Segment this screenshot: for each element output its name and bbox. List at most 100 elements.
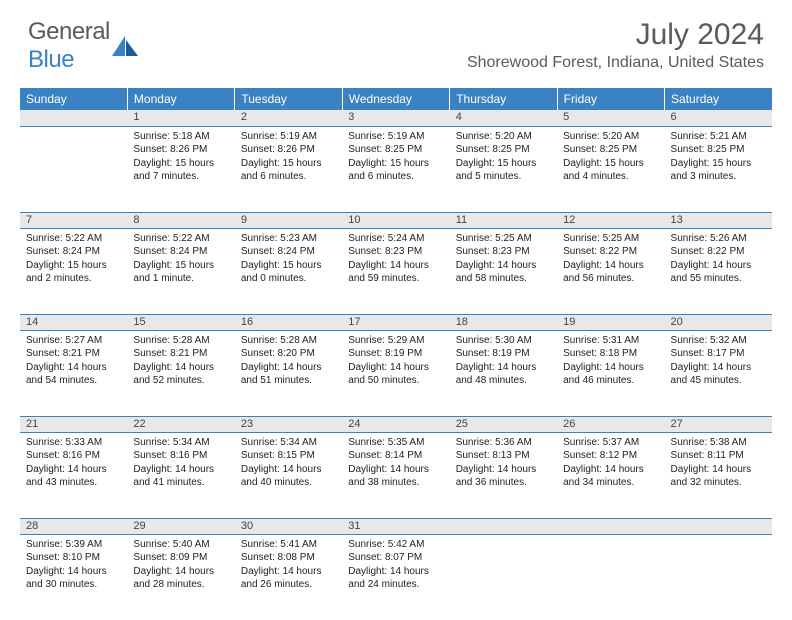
- sunrise-text: Sunrise: 5:31 AM: [563, 334, 658, 348]
- daylight-text: Daylight: 14 hours and 50 minutes.: [348, 361, 443, 388]
- sunrise-text: Sunrise: 5:38 AM: [671, 436, 766, 450]
- day-number: 24: [342, 416, 449, 432]
- day-number: 4: [450, 110, 557, 126]
- day-cell: [450, 534, 557, 620]
- sunrise-text: Sunrise: 5:32 AM: [671, 334, 766, 348]
- sunrise-text: Sunrise: 5:28 AM: [241, 334, 336, 348]
- day-number-row: 78910111213: [20, 212, 772, 228]
- day-number: 12: [557, 212, 664, 228]
- page-header: General Blue July 2024 Shorewood Forest,…: [0, 0, 792, 80]
- daylight-text: Daylight: 15 hours and 2 minutes.: [26, 259, 121, 286]
- daylight-text: Daylight: 14 hours and 54 minutes.: [26, 361, 121, 388]
- sunrise-text: Sunrise: 5:41 AM: [241, 538, 336, 552]
- sunrise-text: Sunrise: 5:22 AM: [133, 232, 228, 246]
- sunset-text: Sunset: 8:12 PM: [563, 449, 658, 463]
- day-number: 10: [342, 212, 449, 228]
- sunset-text: Sunset: 8:16 PM: [26, 449, 121, 463]
- sunrise-text: Sunrise: 5:30 AM: [456, 334, 551, 348]
- day-number: 29: [127, 518, 234, 534]
- day-content-row: Sunrise: 5:33 AMSunset: 8:16 PMDaylight:…: [20, 432, 772, 518]
- day-number: [20, 110, 127, 126]
- day-number: 15: [127, 314, 234, 330]
- day-number: 28: [20, 518, 127, 534]
- daylight-text: Daylight: 14 hours and 32 minutes.: [671, 463, 766, 490]
- sunrise-text: Sunrise: 5:27 AM: [26, 334, 121, 348]
- sunset-text: Sunset: 8:13 PM: [456, 449, 551, 463]
- sunset-text: Sunset: 8:15 PM: [241, 449, 336, 463]
- sunrise-text: Sunrise: 5:23 AM: [241, 232, 336, 246]
- daylight-text: Daylight: 14 hours and 40 minutes.: [241, 463, 336, 490]
- sunrise-text: Sunrise: 5:34 AM: [241, 436, 336, 450]
- day-cell: Sunrise: 5:23 AMSunset: 8:24 PMDaylight:…: [235, 228, 342, 314]
- day-number: 14: [20, 314, 127, 330]
- day-cell: Sunrise: 5:25 AMSunset: 8:23 PMDaylight:…: [450, 228, 557, 314]
- day-number-row: 14151617181920: [20, 314, 772, 330]
- day-cell: Sunrise: 5:29 AMSunset: 8:19 PMDaylight:…: [342, 330, 449, 416]
- day-cell: Sunrise: 5:22 AMSunset: 8:24 PMDaylight:…: [20, 228, 127, 314]
- day-cell: Sunrise: 5:22 AMSunset: 8:24 PMDaylight:…: [127, 228, 234, 314]
- sunrise-text: Sunrise: 5:36 AM: [456, 436, 551, 450]
- day-cell: Sunrise: 5:19 AMSunset: 8:25 PMDaylight:…: [342, 126, 449, 212]
- day-number: 21: [20, 416, 127, 432]
- sunrise-text: Sunrise: 5:35 AM: [348, 436, 443, 450]
- daylight-text: Daylight: 15 hours and 1 minute.: [133, 259, 228, 286]
- day-header: Friday: [557, 88, 664, 110]
- sunset-text: Sunset: 8:21 PM: [133, 347, 228, 361]
- daylight-text: Daylight: 14 hours and 30 minutes.: [26, 565, 121, 592]
- day-content-row: Sunrise: 5:22 AMSunset: 8:24 PMDaylight:…: [20, 228, 772, 314]
- day-cell: Sunrise: 5:32 AMSunset: 8:17 PMDaylight:…: [665, 330, 772, 416]
- daylight-text: Daylight: 15 hours and 3 minutes.: [671, 157, 766, 184]
- day-number: 22: [127, 416, 234, 432]
- sunset-text: Sunset: 8:09 PM: [133, 551, 228, 565]
- title-block: July 2024 Shorewood Forest, Indiana, Uni…: [467, 18, 764, 72]
- sunrise-text: Sunrise: 5:28 AM: [133, 334, 228, 348]
- daylight-text: Daylight: 14 hours and 38 minutes.: [348, 463, 443, 490]
- sunrise-text: Sunrise: 5:26 AM: [671, 232, 766, 246]
- day-cell: Sunrise: 5:31 AMSunset: 8:18 PMDaylight:…: [557, 330, 664, 416]
- sunset-text: Sunset: 8:08 PM: [241, 551, 336, 565]
- day-number: 30: [235, 518, 342, 534]
- day-content-row: Sunrise: 5:18 AMSunset: 8:26 PMDaylight:…: [20, 126, 772, 212]
- day-header-row: Sunday Monday Tuesday Wednesday Thursday…: [20, 88, 772, 110]
- logo-text: General Blue: [28, 18, 110, 74]
- calendar-body: 123456Sunrise: 5:18 AMSunset: 8:26 PMDay…: [20, 110, 772, 620]
- location-subtitle: Shorewood Forest, Indiana, United States: [467, 54, 764, 72]
- sunrise-text: Sunrise: 5:25 AM: [456, 232, 551, 246]
- daylight-text: Daylight: 14 hours and 55 minutes.: [671, 259, 766, 286]
- sunrise-text: Sunrise: 5:37 AM: [563, 436, 658, 450]
- day-number: 5: [557, 110, 664, 126]
- sunset-text: Sunset: 8:25 PM: [348, 143, 443, 157]
- daylight-text: Daylight: 15 hours and 0 minutes.: [241, 259, 336, 286]
- day-number: 31: [342, 518, 449, 534]
- day-number: 11: [450, 212, 557, 228]
- day-header: Sunday: [20, 88, 127, 110]
- day-number: 27: [665, 416, 772, 432]
- day-cell: Sunrise: 5:36 AMSunset: 8:13 PMDaylight:…: [450, 432, 557, 518]
- day-number: 16: [235, 314, 342, 330]
- sail-icon: [112, 36, 138, 56]
- day-cell: Sunrise: 5:24 AMSunset: 8:23 PMDaylight:…: [342, 228, 449, 314]
- day-number: 25: [450, 416, 557, 432]
- day-number: 3: [342, 110, 449, 126]
- logo-text-blue: Blue: [28, 46, 74, 73]
- day-cell: Sunrise: 5:34 AMSunset: 8:15 PMDaylight:…: [235, 432, 342, 518]
- sunset-text: Sunset: 8:26 PM: [241, 143, 336, 157]
- day-number-row: 28293031: [20, 518, 772, 534]
- sunrise-text: Sunrise: 5:29 AM: [348, 334, 443, 348]
- day-number: 7: [20, 212, 127, 228]
- sunrise-text: Sunrise: 5:19 AM: [241, 130, 336, 144]
- sunrise-text: Sunrise: 5:24 AM: [348, 232, 443, 246]
- sunset-text: Sunset: 8:20 PM: [241, 347, 336, 361]
- daylight-text: Daylight: 15 hours and 5 minutes.: [456, 157, 551, 184]
- day-cell: Sunrise: 5:41 AMSunset: 8:08 PMDaylight:…: [235, 534, 342, 620]
- sunset-text: Sunset: 8:17 PM: [671, 347, 766, 361]
- day-cell: Sunrise: 5:33 AMSunset: 8:16 PMDaylight:…: [20, 432, 127, 518]
- day-number: 17: [342, 314, 449, 330]
- sunrise-text: Sunrise: 5:20 AM: [563, 130, 658, 144]
- day-header: Tuesday: [235, 88, 342, 110]
- sunrise-text: Sunrise: 5:25 AM: [563, 232, 658, 246]
- day-content-row: Sunrise: 5:39 AMSunset: 8:10 PMDaylight:…: [20, 534, 772, 620]
- day-cell: Sunrise: 5:30 AMSunset: 8:19 PMDaylight:…: [450, 330, 557, 416]
- day-number: 26: [557, 416, 664, 432]
- day-cell: Sunrise: 5:38 AMSunset: 8:11 PMDaylight:…: [665, 432, 772, 518]
